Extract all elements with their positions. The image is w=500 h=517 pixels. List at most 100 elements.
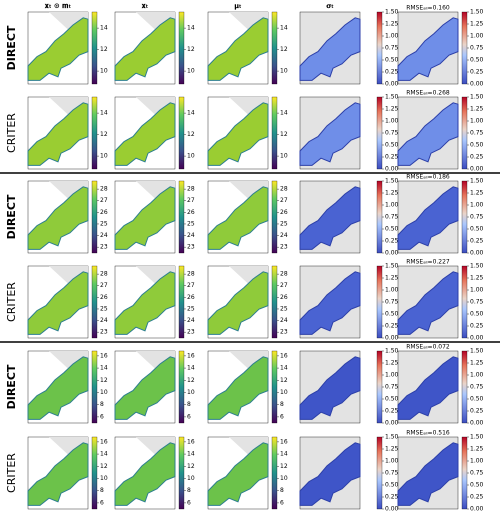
- colorbar-tick-label: 1.25: [385, 106, 399, 113]
- colorbar-tick-label: 6: [100, 413, 104, 420]
- row-label: CRITER: [5, 282, 18, 322]
- colorbar-tick-label: 1.50: [385, 434, 399, 441]
- colorbar: [178, 350, 185, 424]
- colorbar-tick-label: 14: [187, 365, 195, 372]
- colorbar: [271, 436, 278, 510]
- sea-field: [397, 102, 459, 166]
- colorbar-tick-label: 1.25: [385, 446, 399, 453]
- colorbar-tick-label: 8: [187, 487, 191, 494]
- colorbar-tick-label: 25: [187, 220, 195, 227]
- sea-field: [299, 356, 361, 420]
- colorbar: [376, 180, 383, 254]
- colorbar-tick-label: 0.25: [385, 69, 399, 76]
- colorbar-tick-label: 1.00: [385, 33, 399, 40]
- colorbar: [461, 436, 468, 510]
- colorbar-tick-label: 1.00: [385, 118, 399, 125]
- column-header: 𝛔ₜ: [326, 2, 334, 10]
- colorbar-tick-label: 25: [100, 220, 108, 227]
- sea-field: [299, 102, 361, 166]
- colorbar-tick-label: 23: [280, 329, 288, 336]
- sea-field: [397, 17, 459, 81]
- colorbar-tick-label: 1.50: [385, 263, 399, 270]
- colorbar: [461, 265, 468, 339]
- colorbar-tick-label: 0.75: [385, 384, 399, 391]
- colorbar-tick-label: 0.00: [385, 420, 399, 427]
- colorbar-tick-label: 1.50: [470, 348, 484, 355]
- sea-field: [27, 17, 89, 81]
- colorbar-tick-label: 0.75: [470, 130, 484, 137]
- colorbar: [91, 436, 98, 510]
- colorbar-tick-label: 0.75: [385, 130, 399, 137]
- colorbar: [376, 350, 383, 424]
- sea-field: [397, 271, 459, 335]
- colorbar-tick-label: 1.50: [385, 9, 399, 16]
- colorbar-tick-label: 0.75: [470, 299, 484, 306]
- colorbar-tick-label: 0.50: [470, 57, 484, 64]
- colorbar-tick-label: 8: [100, 401, 104, 408]
- colorbar-tick-label: 0.00: [470, 420, 484, 427]
- colorbar: [271, 180, 278, 254]
- colorbar: [461, 180, 468, 254]
- colorbar-tick-label: 24: [100, 317, 108, 324]
- colorbar-tick-label: 24: [100, 232, 108, 239]
- colorbar: [376, 11, 383, 85]
- colorbar-tick-label: 10: [280, 389, 288, 396]
- colorbar-tick-label: 14: [100, 25, 108, 32]
- colorbar-tick-label: 6: [187, 499, 191, 506]
- colorbar-tick-label: 28: [100, 186, 108, 193]
- colorbar-tick-label: 10: [280, 68, 288, 75]
- colorbar-tick-label: 0.00: [470, 166, 484, 173]
- sea-field: [299, 442, 361, 506]
- colorbar: [178, 11, 185, 85]
- colorbar: [271, 11, 278, 85]
- colorbar-tick-label: 0.00: [470, 250, 484, 257]
- colorbar-tick-label: 16: [280, 352, 288, 359]
- rmse-title: RMSEₐₗₗ=0.072: [406, 344, 450, 351]
- colorbar-tick-label: 12: [280, 377, 288, 384]
- colorbar-tick-label: 1.00: [470, 458, 484, 465]
- colorbar-tick-label: 24: [280, 232, 288, 239]
- colorbar-tick-label: 25: [187, 305, 195, 312]
- colorbar: [461, 96, 468, 170]
- colorbar-tick-label: 0.25: [385, 408, 399, 415]
- colorbar-tick-label: 26: [280, 294, 288, 301]
- colorbar-tick-label: 6: [280, 413, 284, 420]
- sea-field: [114, 102, 176, 166]
- colorbar-tick-label: 23: [100, 329, 108, 336]
- rmse-title: RMSEₐₗₗ=0.160: [406, 5, 450, 12]
- colorbar-tick-label: 12: [280, 131, 288, 138]
- colorbar: [461, 11, 468, 85]
- colorbar-tick-label: 23: [187, 244, 195, 251]
- colorbar-tick-label: 1.25: [385, 190, 399, 197]
- colorbar-tick-label: 0.00: [470, 335, 484, 342]
- colorbar-tick-label: 8: [100, 487, 104, 494]
- colorbar-tick-label: 24: [187, 317, 195, 324]
- colorbar-tick-label: 0.25: [385, 154, 399, 161]
- colorbar-tick-label: 14: [187, 451, 195, 458]
- colorbar-tick-label: 14: [280, 25, 288, 32]
- colorbar-tick-label: 0.00: [385, 250, 399, 257]
- row-label: DIRECT: [5, 364, 18, 409]
- colorbar-tick-label: 28: [187, 271, 195, 278]
- colorbar-tick-label: 1.25: [470, 190, 484, 197]
- colorbar: [271, 96, 278, 170]
- colorbar-tick-label: 27: [187, 282, 195, 289]
- colorbar-tick-label: 0.25: [470, 238, 484, 245]
- colorbar-tick-label: 14: [187, 25, 195, 32]
- colorbar: [461, 350, 468, 424]
- colorbar-tick-label: 10: [280, 153, 288, 160]
- colorbar-tick-label: 1.50: [470, 434, 484, 441]
- colorbar-tick-label: 25: [100, 305, 108, 312]
- sea-field: [207, 17, 269, 81]
- sea-field: [27, 356, 89, 420]
- colorbar: [376, 96, 383, 170]
- colorbar-tick-label: 0.00: [470, 81, 484, 88]
- colorbar-tick-label: 0.50: [385, 226, 399, 233]
- colorbar-tick-label: 0.25: [470, 323, 484, 330]
- colorbar-tick-label: 24: [280, 317, 288, 324]
- colorbar-tick-label: 10: [100, 389, 108, 396]
- colorbar-tick-label: 26: [187, 209, 195, 216]
- colorbar-tick-label: 27: [280, 197, 288, 204]
- colorbar-tick-label: 10: [100, 68, 108, 75]
